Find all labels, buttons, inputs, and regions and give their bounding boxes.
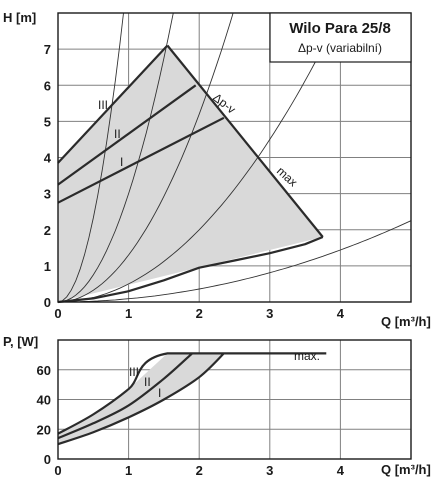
- top-y-tick-4: 4: [44, 151, 52, 166]
- bottom-x-axis-label: Q [m³/h]: [381, 462, 431, 477]
- top-y-tick-1: 1: [44, 259, 51, 274]
- top-x-tick-0: 0: [54, 306, 61, 321]
- bottom-x-tick-4: 4: [337, 463, 345, 478]
- bottom-y-tick-0: 0: [44, 452, 51, 467]
- bottom-series-III: [57, 352, 327, 435]
- title-box: Wilo Para 25/8 Δp-v (variabilní): [269, 12, 412, 63]
- system-curve-2: [57, 12, 234, 303]
- top-x-tick-2: 2: [196, 306, 203, 321]
- bottom-y-tick-1: 20: [37, 422, 51, 437]
- top-y-tick-6: 6: [44, 78, 51, 93]
- label-speed-III-top: III: [98, 98, 108, 112]
- top-series-4: [57, 235, 324, 304]
- bottom-y-tick-2: 40: [37, 393, 51, 408]
- top-x-axis-label: Q [m³/h]: [381, 314, 431, 329]
- bottom-plot-frame: [57, 339, 412, 460]
- chart-title: Wilo Para 25/8: [289, 20, 391, 37]
- top-y-tick-3: 3: [44, 187, 51, 202]
- top-y-tick-0: 0: [44, 295, 51, 310]
- top-y-axis-label: H [m]: [3, 10, 36, 25]
- head-chart: 0 1 2 3 4 0 1 2 3 4 5 6 7: [44, 12, 412, 321]
- label-max-bottom: max.: [294, 349, 320, 363]
- label-speed-I-top: I: [120, 155, 123, 169]
- label-speed-II-bottom: II: [144, 375, 151, 389]
- label-speed-III-bottom: III: [129, 365, 139, 379]
- label-speed-I-bottom: I: [158, 386, 161, 400]
- bottom-y-tick-3: 60: [37, 363, 51, 378]
- top-series-max: [166, 44, 324, 238]
- top-x-tick-3: 3: [266, 306, 273, 321]
- top-y-tick-2: 2: [44, 223, 51, 238]
- top-y-tick-7: 7: [44, 42, 51, 57]
- top-plot-frame: [57, 12, 412, 303]
- bottom-series-II: [57, 352, 193, 440]
- top-series-I: [57, 116, 225, 204]
- top-x-tick-4: 4: [337, 306, 345, 321]
- bottom-y-axis-label: P, [W]: [3, 334, 38, 349]
- bottom-x-tick-0: 0: [54, 463, 61, 478]
- system-curve-1: [57, 12, 174, 303]
- chart-subtitle: Δp-v (variabilní): [298, 41, 382, 55]
- system-curve-4: [58, 220, 412, 303]
- bottom-x-tick-1: 1: [125, 463, 132, 478]
- label-speed-II-top: II: [114, 127, 121, 141]
- operating-range-area: [58, 45, 323, 302]
- bottom-series-I: [57, 352, 225, 446]
- top-series-II: [57, 84, 197, 186]
- bottom-x-tick-3: 3: [266, 463, 273, 478]
- top-x-tick-1: 1: [125, 306, 132, 321]
- top-y-tick-5: 5: [44, 114, 51, 129]
- top-series-III: [57, 44, 169, 164]
- title-box-frame: [269, 12, 412, 63]
- bottom-x-tick-2: 2: [196, 463, 203, 478]
- system-curve-3: [57, 12, 341, 303]
- system-curve-0: [57, 12, 124, 303]
